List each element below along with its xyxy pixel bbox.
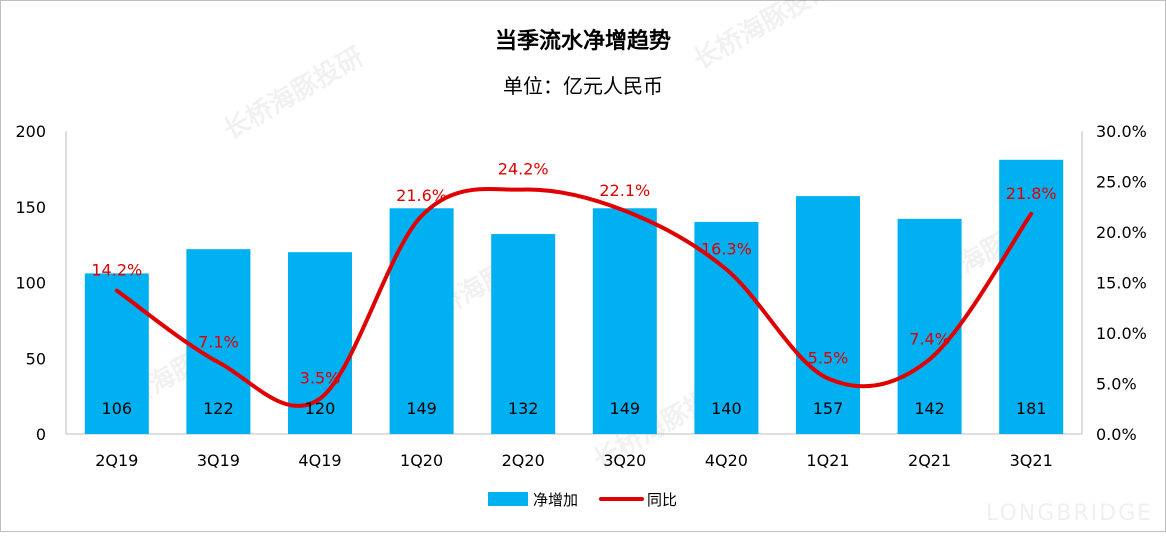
y-right-tick-label: 15.0% bbox=[1096, 274, 1147, 293]
legend: 净增加 同比 bbox=[488, 491, 677, 509]
bar-value-label: 149 bbox=[610, 399, 641, 418]
x-tick-label: 4Q19 bbox=[298, 451, 341, 470]
legend-swatch-bar bbox=[488, 492, 528, 506]
bar-value-label: 140 bbox=[711, 399, 742, 418]
x-tick-label: 3Q20 bbox=[603, 451, 646, 470]
x-tick-label: 3Q19 bbox=[197, 451, 240, 470]
line-value-label: 14.2% bbox=[91, 261, 142, 280]
legend-label-line: 同比 bbox=[647, 491, 677, 509]
bar-3Q21 bbox=[999, 159, 1064, 434]
x-tick-label: 4Q20 bbox=[705, 451, 748, 470]
bar-1Q21 bbox=[795, 196, 861, 434]
line-value-label: 21.6% bbox=[396, 186, 447, 205]
bar-value-label: 132 bbox=[508, 399, 539, 418]
line-value-label: 16.3% bbox=[701, 239, 752, 258]
bar-2Q20 bbox=[491, 234, 556, 434]
y-right-tick-label: 30.0% bbox=[1096, 122, 1147, 141]
x-tick-label: 1Q20 bbox=[400, 451, 443, 470]
line-value-label: 21.8% bbox=[1006, 184, 1057, 203]
axes: 0 50 100 150 200 0.0% 5.0% 10.0% 15.0% 20.0% 25.0%… bbox=[15, 122, 1146, 444]
y-left-tick-label: 100 bbox=[15, 274, 46, 293]
bar-value-label: 181 bbox=[1016, 399, 1047, 418]
chart-title: 当季流水净增趋势 bbox=[495, 28, 671, 54]
bar-4Q20 bbox=[694, 221, 759, 434]
line-value-label: 22.1% bbox=[599, 181, 650, 200]
y-left-tick-label: 0 bbox=[36, 425, 46, 444]
legend-label-bar: 净增加 bbox=[533, 491, 578, 509]
bar-value-label: 142 bbox=[914, 399, 945, 418]
x-axis-ticks: 2Q19 3Q19 4Q19 1Q20 2Q20 3Q20 4Q20 1Q21 2Q21 3Q21 bbox=[95, 451, 1053, 470]
y-left-tick-label: 150 bbox=[15, 198, 46, 217]
line-series bbox=[114, 187, 1034, 408]
line-value-label: 3.5% bbox=[300, 369, 341, 388]
x-tick-label: 2Q20 bbox=[502, 451, 545, 470]
y-left-tick-label: 50 bbox=[26, 349, 46, 368]
x-tick-label: 3Q21 bbox=[1010, 451, 1053, 470]
bar-labels: 106 122 120 149 132 149 140 157 142 181 bbox=[102, 399, 1047, 418]
x-tick-label: 1Q21 bbox=[806, 451, 849, 470]
line-value-label: 7.4% bbox=[909, 329, 950, 348]
bar-3Q19 bbox=[186, 249, 251, 434]
bar-2Q21 bbox=[897, 218, 962, 434]
chart-subtitle: 单位：亿元人民币 bbox=[503, 74, 663, 98]
bar-value-label: 149 bbox=[406, 399, 437, 418]
bar-value-label: 122 bbox=[203, 399, 234, 418]
line-value-label: 7.1% bbox=[198, 332, 239, 351]
line-path-yoy bbox=[114, 187, 1034, 408]
bar-value-label: 106 bbox=[102, 399, 133, 418]
line-value-label: 5.5% bbox=[808, 348, 849, 367]
y-right-tick-label: 20.0% bbox=[1096, 223, 1147, 242]
bar-value-label: 120 bbox=[305, 399, 336, 418]
y-right-tick-label: 5.0% bbox=[1096, 375, 1137, 394]
bar-value-label: 157 bbox=[813, 399, 844, 418]
bar-2Q19 bbox=[84, 273, 149, 434]
y-left-tick-label: 200 bbox=[15, 122, 46, 141]
y-right-tick-label: 0.0% bbox=[1096, 425, 1137, 444]
y-right-tick-label: 25.0% bbox=[1096, 173, 1147, 192]
bar-3Q20 bbox=[592, 208, 657, 434]
y-right-tick-label: 10.0% bbox=[1096, 324, 1147, 343]
line-labels: 14.2% 7.1% 3.5% 21.6% 24.2% 22.1% 16.3% 5.5% 7.4… bbox=[91, 160, 1056, 388]
watermark-latin: LONGBRIDGE bbox=[986, 501, 1153, 526]
line-value-label: 24.2% bbox=[498, 160, 549, 179]
bar-4Q19 bbox=[287, 252, 353, 434]
x-tick-label: 2Q19 bbox=[95, 451, 138, 470]
x-tick-label: 2Q21 bbox=[908, 451, 951, 470]
